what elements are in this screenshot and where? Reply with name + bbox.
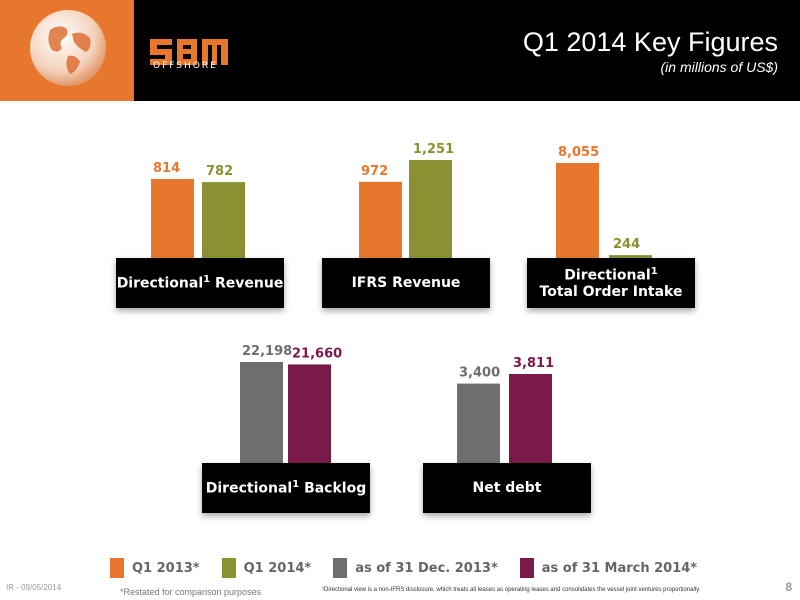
data-label: 1,251 (413, 142, 454, 157)
footer-note: ¹Directional view is a non-IFRS disclosu… (322, 587, 701, 593)
footer-date: IR - 09/05/2014 (6, 583, 62, 592)
legend-label: as of 31 Dec. 2013* (355, 560, 498, 576)
legend-swatch (333, 558, 348, 578)
page-subtitle: (in millions of US$) (660, 59, 778, 75)
legend-swatch (519, 558, 534, 578)
logo-subtext: OFFSHORE (153, 61, 218, 71)
bar-first (240, 362, 283, 463)
bar-second (288, 364, 331, 463)
bar-second (202, 182, 245, 258)
legend: Q1 2013* Q1 2014* as of 31 Dec. 2013* as… (110, 557, 697, 579)
data-label: 244 (613, 237, 640, 252)
legend-item-q1-2014: Q1 2014* (221, 558, 312, 578)
data-label: 8,055 (558, 145, 599, 160)
data-label: 3,400 (459, 366, 500, 381)
label-net-debt: Net debt (423, 463, 591, 513)
label-order-intake: Directional1 Total Order Intake (527, 258, 695, 308)
legend-label: Q1 2013* (132, 560, 200, 576)
data-label: 972 (361, 164, 388, 179)
bar-first (556, 163, 599, 258)
sbm-logo (150, 39, 228, 65)
bar-first (457, 383, 500, 463)
data-label: 21,660 (292, 346, 342, 361)
page-title: Q1 2014 Key Figures (522, 27, 778, 57)
header-bar: OFFSHORE Q1 2014 Key Figures (in million… (0, 0, 800, 101)
globe-icon (30, 10, 106, 86)
legend-label: Q1 2014* (243, 560, 312, 576)
data-label: 3,811 (513, 356, 554, 371)
label-backlog: Directional1 Backlog (202, 463, 370, 513)
legend-swatch (221, 558, 236, 578)
legend-item-dec-2013: as of 31 Dec. 2013* (333, 558, 498, 578)
bar-first (151, 179, 194, 258)
bar-first (359, 181, 402, 258)
data-label: 782 (206, 164, 233, 179)
legend-item-mar-2014: as of 31 March 2014* (519, 558, 698, 578)
label-ifrs-revenue: IFRS Revenue (322, 258, 490, 308)
legend-label: as of 31 March 2014* (541, 560, 698, 576)
data-label: 22,198 (242, 344, 292, 359)
footer-restated: *Restated for comparison purposes (120, 587, 262, 597)
legend-item-q1-2013: Q1 2013* (110, 558, 200, 578)
legend-swatch (110, 558, 124, 578)
bar-second (409, 160, 452, 258)
bar-second (509, 374, 552, 463)
page-number: 8 (785, 580, 792, 594)
data-label: 814 (153, 161, 180, 176)
globe-logo-box (0, 0, 134, 101)
label-directional-revenue: Directional1 Revenue (116, 258, 284, 308)
